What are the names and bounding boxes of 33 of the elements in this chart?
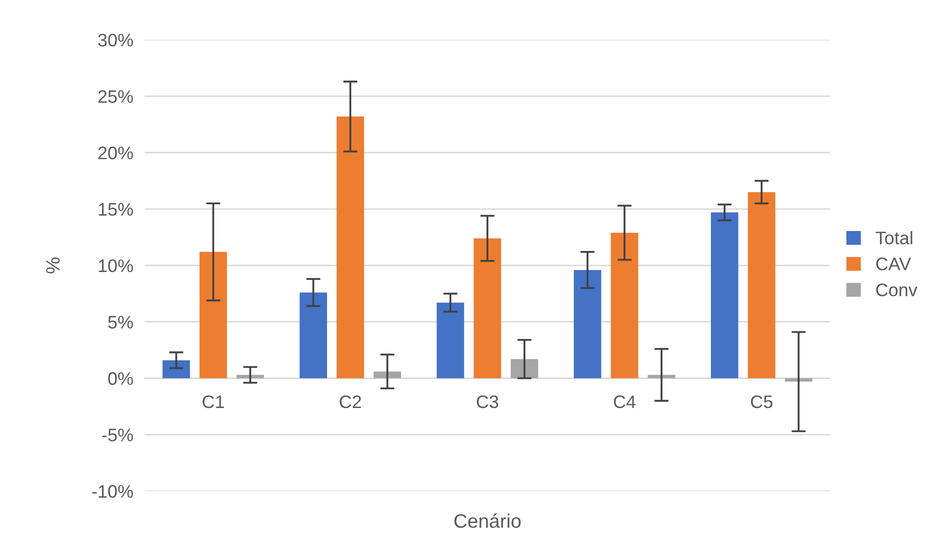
x-tick-label: C1 [202, 395, 224, 408]
bar [574, 270, 602, 378]
bar [200, 252, 227, 378]
legend-label: Conv [876, 284, 918, 296]
bar [162, 360, 190, 378]
x-tick-label: C3 [476, 395, 498, 408]
bar [710, 212, 738, 378]
y-tick-label: 5% [108, 316, 133, 329]
bar [510, 359, 538, 378]
y-tick-label: 15% [98, 203, 133, 216]
bar [300, 292, 328, 378]
legend-label: CAV [876, 258, 911, 270]
y-tick-label: 10% [98, 259, 133, 272]
x-tick-label: C5 [750, 395, 772, 408]
bar [436, 302, 464, 378]
bar [648, 374, 676, 378]
x-tick-label: C2 [340, 395, 361, 408]
bar [374, 371, 402, 378]
legend-label: Total [876, 231, 912, 244]
y-tick-label: 20% [98, 146, 133, 160]
y-tick-label: 30% [98, 34, 133, 47]
y-axis-title: % [46, 257, 60, 274]
bar [474, 238, 502, 378]
x-axis-title: Cenário [454, 513, 521, 528]
y-tick-label: -5% [102, 428, 133, 442]
bar [748, 192, 776, 378]
bar [236, 374, 264, 378]
y-tick-label: 25% [98, 90, 133, 103]
bar [610, 232, 638, 378]
y-tick-label: -10% [92, 485, 133, 498]
x-tick-label: C4 [614, 395, 636, 408]
bar [336, 116, 364, 378]
y-tick-label: 0% [108, 372, 133, 385]
